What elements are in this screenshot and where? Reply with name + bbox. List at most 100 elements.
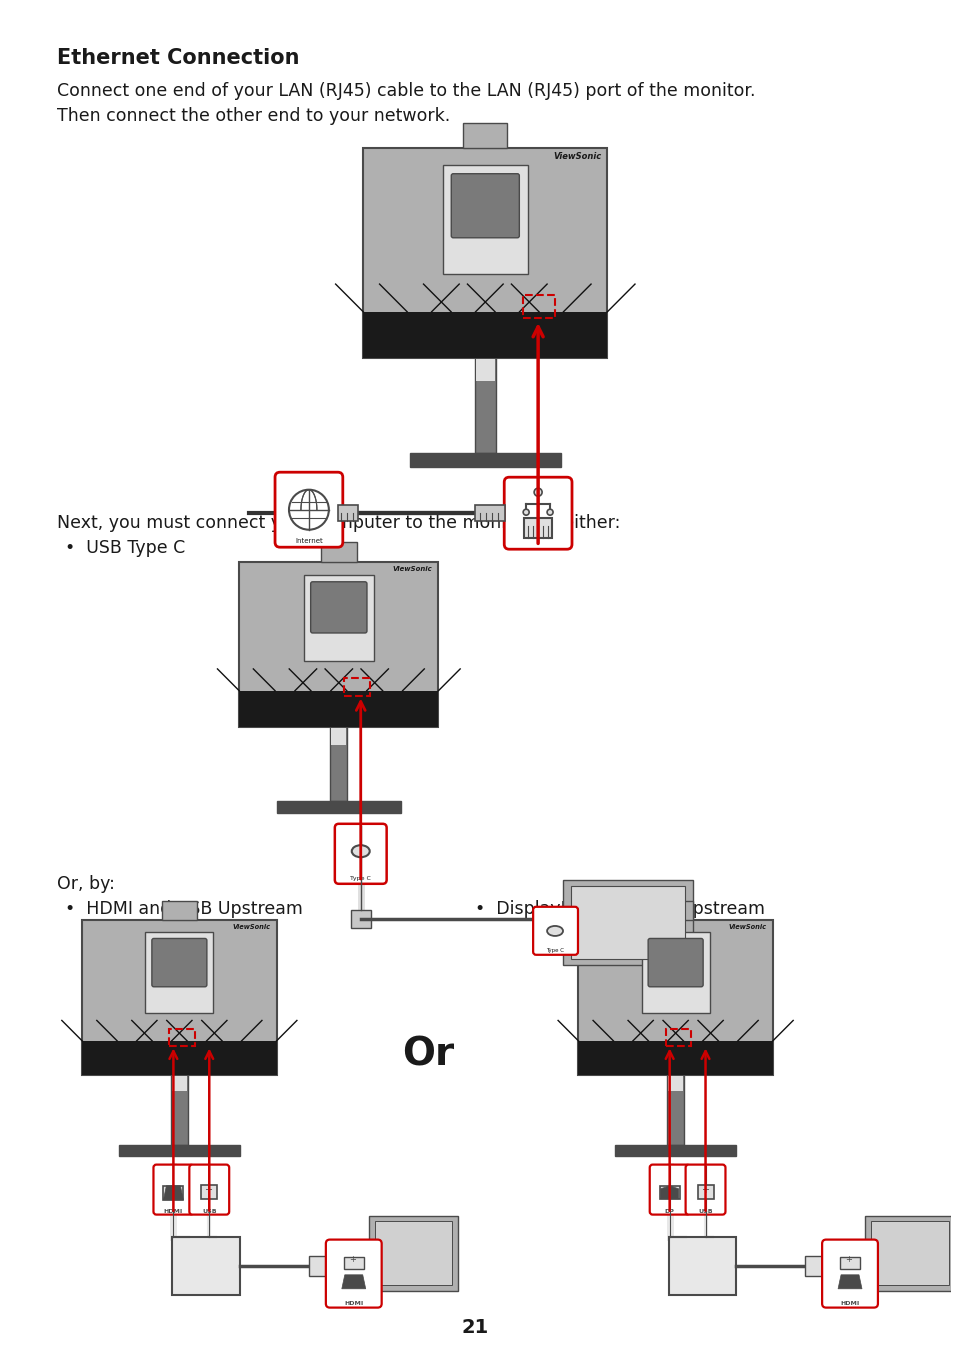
Bar: [665, 1029, 690, 1045]
Bar: [442, 165, 527, 274]
Bar: [239, 691, 438, 728]
Bar: [522, 296, 555, 319]
Polygon shape: [660, 1185, 678, 1199]
Text: +: +: [204, 1185, 213, 1195]
Bar: [162, 902, 196, 919]
Text: Next, you must connect your computer to the monitor by either:: Next, you must connect your computer to …: [57, 514, 619, 532]
FancyBboxPatch shape: [685, 1165, 724, 1215]
FancyBboxPatch shape: [311, 582, 367, 633]
FancyBboxPatch shape: [274, 472, 342, 547]
Bar: [337, 505, 357, 521]
Text: Or: Or: [402, 1035, 454, 1075]
Text: USB: USB: [202, 1208, 216, 1214]
Bar: [276, 802, 400, 813]
Bar: [304, 575, 374, 662]
Text: Type C: Type C: [350, 876, 371, 880]
Bar: [476, 359, 495, 381]
Bar: [82, 919, 276, 1075]
Text: HDMI: HDMI: [344, 1300, 363, 1305]
Text: Then connect the other end to your network.: Then connect the other end to your netwo…: [57, 107, 450, 126]
Text: •  USB Type C: • USB Type C: [65, 539, 185, 558]
Text: ViewSonic: ViewSonic: [233, 923, 271, 930]
Bar: [145, 933, 213, 1012]
Bar: [475, 505, 505, 521]
FancyBboxPatch shape: [647, 938, 702, 987]
Bar: [351, 910, 371, 927]
Bar: [659, 1185, 679, 1199]
Bar: [668, 1237, 736, 1295]
Bar: [363, 148, 607, 358]
Ellipse shape: [546, 926, 562, 936]
Bar: [82, 1041, 276, 1075]
Text: HDMI: HDMI: [840, 1300, 859, 1305]
Bar: [331, 728, 346, 745]
FancyBboxPatch shape: [326, 1239, 381, 1308]
Bar: [119, 1145, 239, 1156]
Circle shape: [534, 489, 541, 497]
FancyBboxPatch shape: [533, 907, 578, 954]
Polygon shape: [837, 1274, 862, 1289]
Circle shape: [522, 509, 529, 516]
Text: DP: DP: [664, 1208, 674, 1214]
Text: Or, by:: Or, by:: [57, 875, 114, 892]
Text: +: +: [349, 1256, 355, 1264]
Polygon shape: [341, 1274, 365, 1289]
FancyBboxPatch shape: [335, 824, 386, 884]
Bar: [172, 1237, 240, 1295]
Bar: [170, 1029, 194, 1045]
Bar: [201, 1185, 217, 1199]
Polygon shape: [562, 880, 692, 965]
Bar: [523, 518, 552, 539]
Text: USB: USB: [698, 1208, 712, 1214]
Circle shape: [546, 509, 553, 516]
Polygon shape: [571, 886, 684, 958]
Text: +: +: [700, 1185, 708, 1195]
Bar: [463, 123, 507, 148]
Bar: [475, 358, 496, 452]
Bar: [330, 728, 347, 802]
Bar: [172, 1076, 187, 1091]
Bar: [804, 1256, 834, 1276]
Polygon shape: [368, 1215, 457, 1291]
Bar: [409, 452, 560, 467]
Bar: [343, 1257, 363, 1269]
Text: 21: 21: [461, 1318, 489, 1336]
FancyBboxPatch shape: [152, 938, 207, 987]
Ellipse shape: [352, 845, 370, 857]
Bar: [320, 543, 356, 562]
Text: Type C: Type C: [545, 948, 563, 953]
FancyBboxPatch shape: [189, 1165, 229, 1215]
Bar: [578, 1041, 772, 1075]
Text: ViewSonic: ViewSonic: [393, 566, 432, 572]
Text: +: +: [844, 1256, 852, 1264]
Text: HDMI: HDMI: [164, 1208, 183, 1214]
Bar: [309, 1256, 338, 1276]
Polygon shape: [864, 1215, 953, 1291]
Polygon shape: [163, 1185, 183, 1200]
Bar: [697, 1185, 713, 1199]
Text: •  HDMI and USB Upstream: • HDMI and USB Upstream: [65, 900, 302, 918]
Bar: [363, 312, 607, 358]
Text: Connect one end of your LAN (RJ45) cable to the LAN (RJ45) port of the monitor.: Connect one end of your LAN (RJ45) cable…: [57, 82, 755, 100]
Text: •  DisplayPort and USB Upstream: • DisplayPort and USB Upstream: [475, 900, 764, 918]
FancyBboxPatch shape: [451, 174, 518, 238]
Bar: [641, 933, 709, 1012]
FancyBboxPatch shape: [821, 1239, 877, 1308]
Bar: [239, 562, 438, 728]
Bar: [667, 1075, 683, 1145]
Polygon shape: [870, 1220, 947, 1285]
Bar: [171, 1075, 188, 1145]
FancyBboxPatch shape: [153, 1165, 193, 1215]
Bar: [615, 1145, 735, 1156]
Bar: [658, 902, 693, 919]
Text: Internet: Internet: [294, 539, 322, 544]
Text: ViewSonic: ViewSonic: [553, 153, 600, 161]
Bar: [668, 1076, 682, 1091]
Polygon shape: [375, 1220, 452, 1285]
FancyBboxPatch shape: [649, 1165, 689, 1215]
FancyBboxPatch shape: [504, 477, 572, 549]
Bar: [578, 919, 772, 1075]
Text: ViewSonic: ViewSonic: [728, 923, 766, 930]
Bar: [343, 678, 370, 695]
Text: Ethernet Connection: Ethernet Connection: [57, 49, 299, 68]
